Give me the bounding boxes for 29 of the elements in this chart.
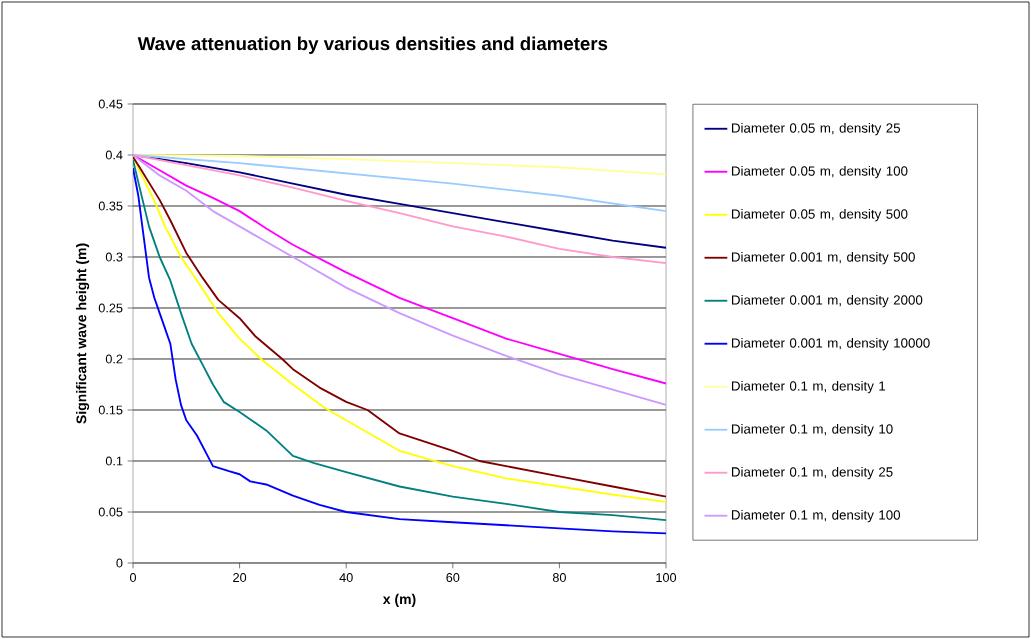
y-tick-label: 0.2 <box>105 354 123 364</box>
legend-label: Diameter 0.001 m, density 2000 <box>731 294 923 308</box>
y-tick-label: 0.25 <box>98 303 123 313</box>
legend-label: Diameter 0.001 m, density 10000 <box>731 337 930 351</box>
y-tick-label: 0.45 <box>98 99 123 109</box>
y-tick-label: 0.05 <box>98 507 123 517</box>
y-tick-label: 0.4 <box>105 150 123 160</box>
x-axis-title: x (m) <box>382 593 416 607</box>
y-tick-label: 0.35 <box>98 201 123 211</box>
x-tick-label: 80 <box>552 573 566 583</box>
y-tick-label: 0.15 <box>98 405 123 415</box>
legend-label: Diameter 0.05 m, density 100 <box>731 165 908 179</box>
y-tick-label: 0 <box>116 558 123 568</box>
legend-label: Diameter 0.1 m, density 100 <box>731 509 901 523</box>
y-tick-label: 0.3 <box>105 252 123 262</box>
legend-label: Diameter 0.05 m, density 500 <box>731 208 908 222</box>
x-tick-label: 100 <box>656 573 677 583</box>
x-tick-label: 0 <box>129 573 137 583</box>
legend-label: Diameter 0.001 m, density 500 <box>731 251 915 265</box>
legend-label: Diameter 0.1 m, density 25 <box>731 466 893 480</box>
y-axis-title: Significant wave height (m) <box>76 243 90 424</box>
legend-label: Diameter 0.1 m, density 1 <box>731 380 886 394</box>
legend-label: Diameter 0.05 m, density 25 <box>731 122 901 136</box>
chart-title: Wave attenuation by various densities and diameters <box>137 36 608 54</box>
legend-label: Diameter 0.1 m, density 10 <box>731 423 893 437</box>
x-tick-label: 60 <box>446 573 460 583</box>
x-tick-label: 40 <box>339 573 353 583</box>
y-tick-label: 0.1 <box>105 456 123 466</box>
x-tick-label: 20 <box>233 573 247 583</box>
